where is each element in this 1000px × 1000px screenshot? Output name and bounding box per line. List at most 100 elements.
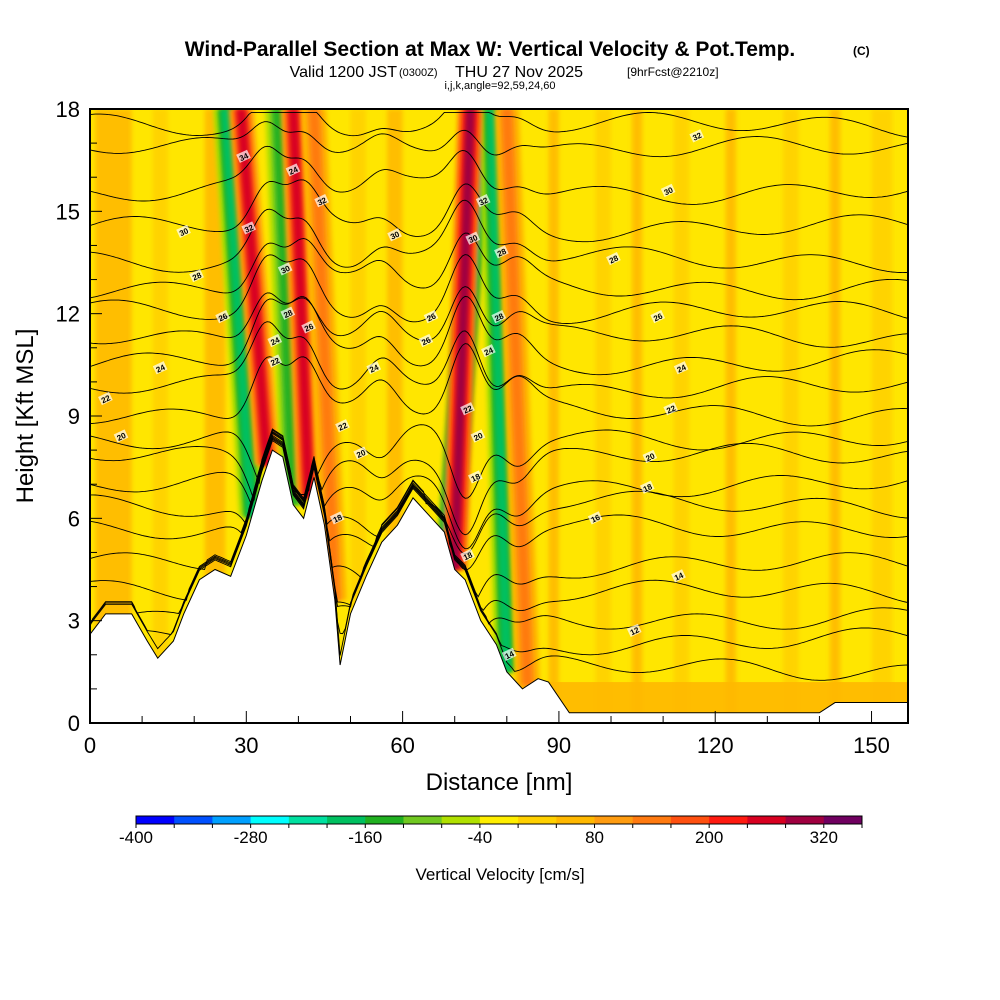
- updraft-band: [236, 109, 272, 466]
- contour-label-bg: [215, 310, 230, 324]
- colorbar-swatch: [670, 816, 710, 824]
- contour-label-bg: [267, 354, 283, 368]
- colorbar: [135, 815, 863, 828]
- isentrope-line: [90, 439, 908, 681]
- contour-label: 32: [314, 194, 329, 208]
- contour-label-text: 24: [269, 335, 281, 347]
- contour-label: 24: [481, 344, 496, 358]
- chart-title: Wind-Parallel Section at Max W: Vertical…: [185, 38, 796, 61]
- contour-label-bg: [481, 344, 496, 358]
- contour-label: 12: [626, 623, 642, 638]
- contour-label-text: 14: [504, 649, 516, 661]
- contour-label: 30: [176, 224, 191, 238]
- contour-label: 18: [468, 470, 483, 484]
- background-streak: [631, 109, 643, 723]
- contour-label-bg: [642, 449, 658, 464]
- contour-label: 24: [673, 361, 689, 375]
- contour-label-text: 24: [368, 363, 380, 375]
- contour-label: 32: [241, 221, 257, 235]
- isentrope-line: [90, 430, 908, 550]
- contour-label: 16: [587, 511, 603, 525]
- downdraft-band: [486, 109, 512, 672]
- isentrope-line: [90, 437, 908, 630]
- contour-label: 20: [113, 429, 129, 443]
- contour-label-text: 28: [191, 270, 203, 282]
- contour-label-text: 18: [462, 550, 474, 562]
- contour-label-bg: [460, 548, 475, 563]
- colorbar-swatch: [136, 816, 175, 824]
- contour-label-text: 18: [332, 513, 344, 525]
- background-streak: [204, 109, 226, 723]
- contour-label-bg: [280, 306, 296, 320]
- updraft-band: [288, 109, 314, 498]
- contour-label-bg: [626, 623, 642, 638]
- contour-label: 26: [650, 310, 666, 323]
- colorbar-tick-label: 80: [585, 828, 604, 847]
- contour-label-bg: [418, 333, 434, 348]
- contour-label-text: 30: [178, 226, 190, 238]
- contour-label-text: 12: [629, 625, 641, 637]
- contour-label: 32: [475, 194, 491, 208]
- isentrope-lines: [90, 111, 908, 681]
- colorbar-swatch: [365, 816, 404, 824]
- contour-label: 22: [335, 419, 350, 433]
- contour-label-text: 28: [282, 308, 294, 320]
- y-axis: 0 3 6 9 12 15 18: [56, 97, 102, 736]
- isentrope-line: [90, 286, 908, 348]
- contour-label: 28: [491, 310, 507, 324]
- contour-label: 20: [642, 449, 658, 464]
- contour-label-text: 32: [316, 195, 328, 207]
- y-tick-label: 9: [68, 404, 80, 429]
- colorbar-swatch: [441, 816, 481, 824]
- contour-label-text: 16: [590, 513, 602, 525]
- contour-label-bg: [267, 333, 283, 348]
- contour-label: 26: [215, 310, 230, 324]
- background-streak: [829, 109, 841, 723]
- downdraft-band: [220, 109, 257, 518]
- contour-label-text: 28: [493, 311, 505, 323]
- colorbar-swatch: [594, 816, 634, 824]
- contour-label-bg: [329, 511, 345, 525]
- contour-label-text: 30: [280, 264, 292, 276]
- subtitle-utc: (0300Z): [399, 67, 438, 79]
- terrain-mask: [90, 449, 908, 723]
- subtitle-date: THU 27 Nov 2025: [455, 64, 583, 81]
- contour-label-text: 20: [644, 451, 656, 463]
- contour-label-bg: [314, 194, 329, 208]
- contour-label-bg: [501, 647, 517, 661]
- background-streak: [595, 109, 612, 723]
- colorbar-swatch: [212, 816, 252, 824]
- contour-label-bg: [98, 391, 113, 406]
- contour-label-text: 24: [155, 363, 167, 375]
- colorbar-swatch: [556, 816, 596, 824]
- colorbar-swatch: [632, 816, 672, 824]
- contour-label-bg: [301, 320, 316, 334]
- colorbar-tick-label: -280: [234, 828, 268, 847]
- contour-label-bg: [335, 419, 350, 433]
- contour-label-bg: [491, 310, 507, 324]
- y-tick-label: 15: [56, 199, 80, 224]
- contour-label-text: 22: [337, 420, 349, 432]
- subtitle-forecast: [9hrFcst@2210z]: [627, 65, 719, 79]
- contour-label: 26: [418, 333, 434, 348]
- isentrope-line: [90, 436, 908, 612]
- contour-label: 22: [460, 402, 475, 416]
- contour-label: 26: [301, 320, 316, 334]
- contour-label: 32: [689, 129, 705, 143]
- contour-label-bg: [673, 361, 689, 375]
- contour-label-bg: [277, 262, 293, 276]
- background-streak: [152, 109, 169, 723]
- contour-label: 20: [353, 446, 369, 460]
- contour-label: 28: [280, 306, 296, 320]
- contour-label-bg: [176, 224, 191, 238]
- subtitle-valid: Valid 1200 JST: [290, 64, 398, 81]
- contour-label: 20: [470, 429, 486, 443]
- isentrope-line: [90, 424, 908, 499]
- contour-label: 18: [329, 511, 345, 525]
- contour-label-text: 30: [663, 185, 675, 197]
- contour-label-bg: [285, 163, 301, 177]
- contour-label: 14: [671, 569, 686, 583]
- contour-label: 26: [423, 310, 439, 324]
- contour-label-bg: [423, 310, 439, 324]
